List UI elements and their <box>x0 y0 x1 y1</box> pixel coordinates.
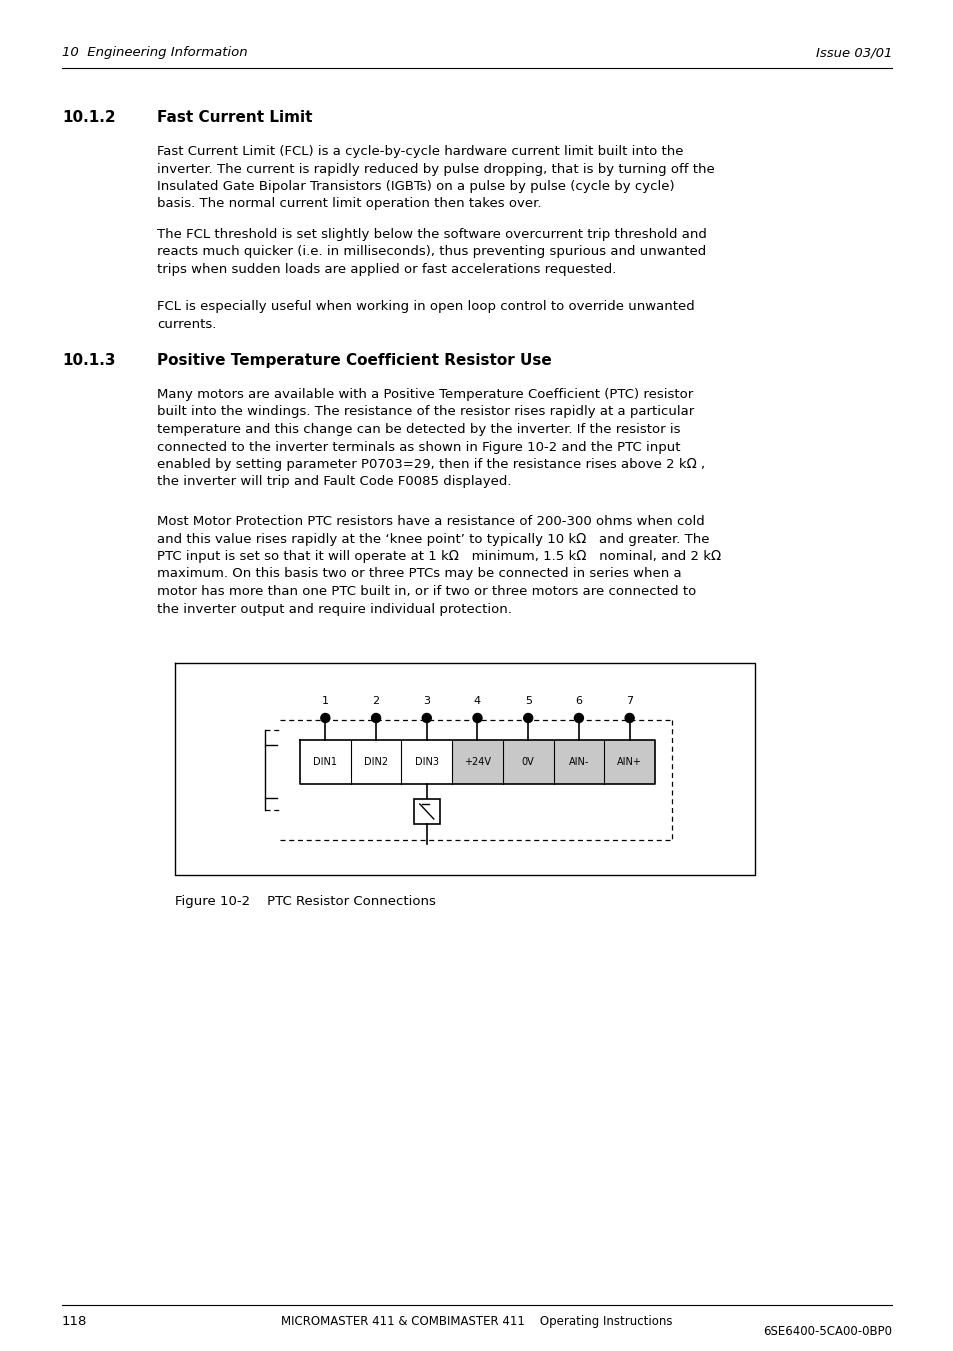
Text: Positive Temperature Coefficient Resistor Use: Positive Temperature Coefficient Resisto… <box>157 353 551 367</box>
Bar <box>502 740 553 784</box>
Circle shape <box>574 713 583 723</box>
Text: Fast Current Limit: Fast Current Limit <box>157 109 313 126</box>
Circle shape <box>523 713 532 723</box>
Text: DIN3: DIN3 <box>415 757 438 767</box>
Circle shape <box>320 713 330 723</box>
Text: Figure 10-2    PTC Resistor Connections: Figure 10-2 PTC Resistor Connections <box>174 894 436 908</box>
Bar <box>553 740 603 784</box>
Text: DIN2: DIN2 <box>364 757 388 767</box>
Text: 118: 118 <box>62 1315 88 1328</box>
Text: DIN1: DIN1 <box>313 757 337 767</box>
Text: The FCL threshold is set slightly below the software overcurrent trip threshold : The FCL threshold is set slightly below … <box>157 228 706 276</box>
Text: AIN+: AIN+ <box>617 757 641 767</box>
Text: Issue 03/01: Issue 03/01 <box>815 46 891 59</box>
Text: 1: 1 <box>321 696 329 707</box>
Text: 6: 6 <box>575 696 582 707</box>
Text: 7: 7 <box>625 696 633 707</box>
Circle shape <box>371 713 380 723</box>
Text: 10  Engineering Information: 10 Engineering Information <box>62 46 248 59</box>
Text: Fast Current Limit (FCL) is a cycle-by-cycle hardware current limit built into t: Fast Current Limit (FCL) is a cycle-by-c… <box>157 145 714 211</box>
Text: MICROMASTER 411 & COMBIMASTER 411    Operating Instructions: MICROMASTER 411 & COMBIMASTER 411 Operat… <box>281 1315 672 1328</box>
Bar <box>452 740 502 784</box>
Text: AIN-: AIN- <box>568 757 589 767</box>
Text: 4: 4 <box>474 696 480 707</box>
Text: 10.1.2: 10.1.2 <box>62 109 115 126</box>
Text: 2: 2 <box>372 696 379 707</box>
Bar <box>414 798 439 824</box>
Text: 10.1.3: 10.1.3 <box>62 353 115 367</box>
Bar <box>603 740 655 784</box>
Text: 0V: 0V <box>521 757 534 767</box>
Circle shape <box>422 713 431 723</box>
Text: +24V: +24V <box>463 757 491 767</box>
Text: FCL is especially useful when working in open loop control to override unwanted
: FCL is especially useful when working in… <box>157 300 694 331</box>
Circle shape <box>473 713 481 723</box>
Text: 5: 5 <box>524 696 531 707</box>
Text: 6SE6400-5CA00-0BP0: 6SE6400-5CA00-0BP0 <box>762 1325 891 1337</box>
Text: 3: 3 <box>423 696 430 707</box>
Text: Many motors are available with a Positive Temperature Coefficient (PTC) resistor: Many motors are available with a Positiv… <box>157 388 704 489</box>
Text: Most Motor Protection PTC resistors have a resistance of 200-300 ohms when cold
: Most Motor Protection PTC resistors have… <box>157 515 720 616</box>
Circle shape <box>624 713 634 723</box>
